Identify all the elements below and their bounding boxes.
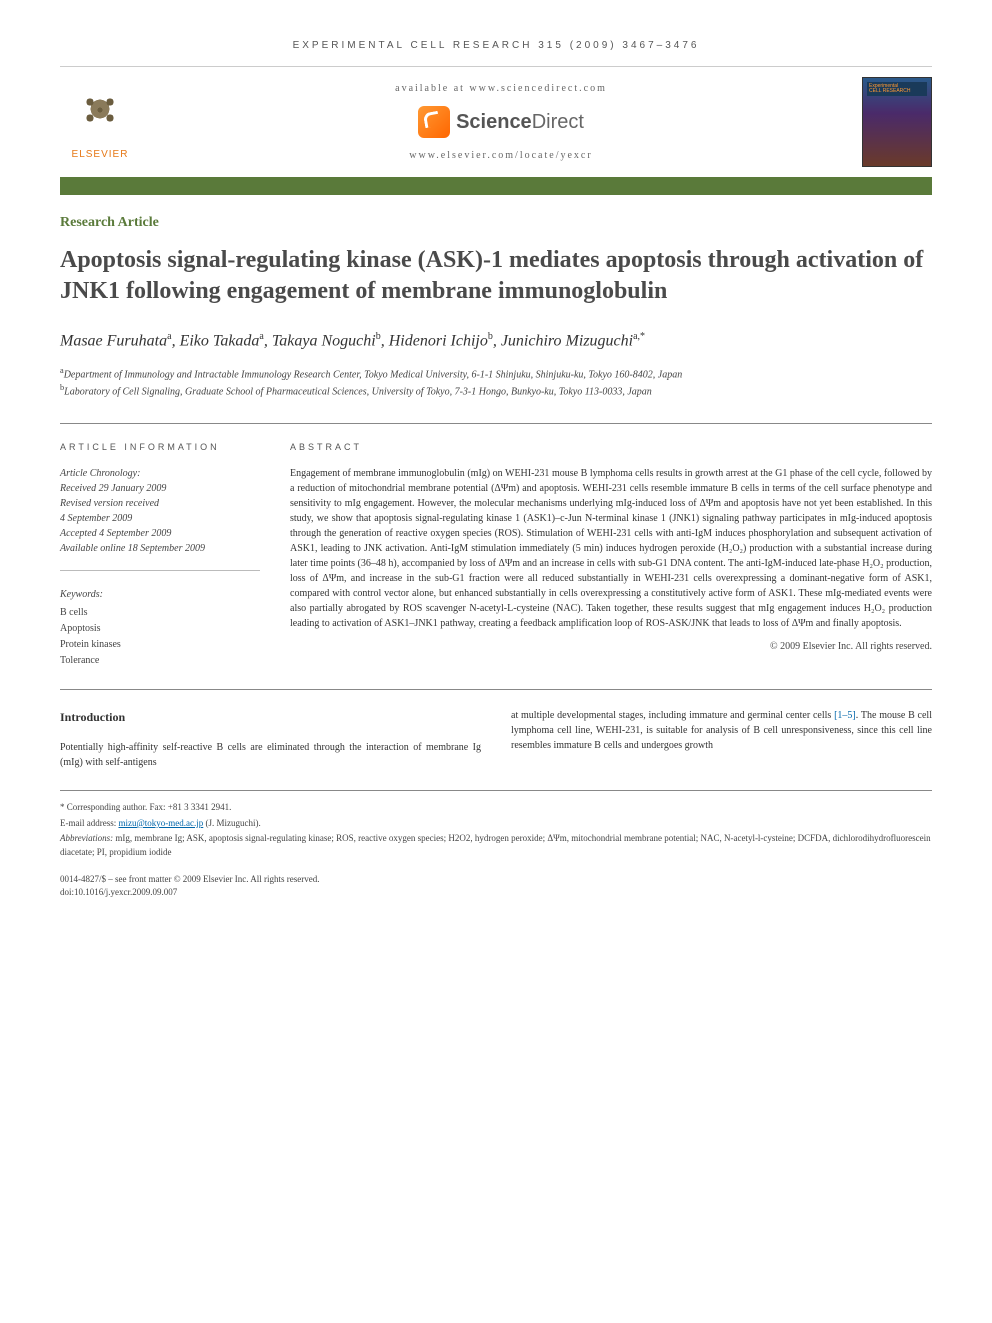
sciencedirect-logo[interactable]: ScienceDirect <box>140 106 862 138</box>
chronology-line: Accepted 4 September 2009 <box>60 528 171 539</box>
abstract-text: Engagement of membrane immunoglobulin (m… <box>290 466 932 631</box>
cover-title: ExperimentalCELL RESEARCH <box>869 84 911 94</box>
intro-column-left: Introduction Potentially high-affinity s… <box>60 708 481 770</box>
accent-bar <box>60 177 932 195</box>
email-link[interactable]: mizu@tokyo-med.ac.jp <box>118 818 203 828</box>
corresponding-author: * Corresponding author. Fax: +81 3 3341 … <box>60 801 932 815</box>
chronology-line: Revised version received <box>60 498 159 509</box>
intro-paragraph: Potentially high-affinity self-reactive … <box>60 740 481 770</box>
available-at-text: available at www.sciencedirect.com <box>140 83 862 94</box>
publication-info: 0014-4827/$ – see front matter © 2009 El… <box>60 873 932 898</box>
article-info-column: ARTICLE INFORMATION Article Chronology: … <box>60 442 260 669</box>
chronology-line: Available online 18 September 2009 <box>60 543 205 554</box>
abbreviations-line: Abbreviations: mIg, membrane Ig; ASK, ap… <box>60 832 932 859</box>
keyword: Protein kinases <box>60 639 121 650</box>
journal-url[interactable]: www.elsevier.com/locate/yexcr <box>140 150 862 161</box>
keyword: Apoptosis <box>60 623 101 634</box>
email-label: E-mail address: <box>60 818 118 828</box>
elsevier-tree-icon <box>70 85 130 145</box>
article-type: Research Article <box>60 215 932 231</box>
reference-link[interactable]: [1–5] <box>834 710 856 721</box>
journal-citation: EXPERIMENTAL CELL RESEARCH 315 (2009) 34… <box>60 40 932 51</box>
keyword: Tolerance <box>60 655 99 666</box>
keyword: B cells <box>60 607 88 618</box>
intro-column-right: at multiple developmental stages, includ… <box>511 708 932 770</box>
journal-cover-thumb[interactable]: ExperimentalCELL RESEARCH <box>862 77 932 167</box>
doi-line: doi:10.1016/j.yexcr.2009.09.007 <box>60 886 932 899</box>
abbrev-label: Abbreviations: <box>60 833 115 843</box>
article-title: Apoptosis signal-regulating kinase (ASK)… <box>60 245 932 307</box>
chronology-line: 4 September 2009 <box>60 513 132 524</box>
email-line: E-mail address: mizu@tokyo-med.ac.jp (J.… <box>60 817 932 831</box>
sciencedirect-block: available at www.sciencedirect.com Scien… <box>140 83 862 161</box>
intro-paragraph: at multiple developmental stages, includ… <box>511 708 932 753</box>
elsevier-label: ELSEVIER <box>72 149 129 160</box>
abstract-column: ABSTRACT Engagement of membrane immunogl… <box>290 442 932 669</box>
abstract-heading: ABSTRACT <box>290 442 932 452</box>
sciencedirect-icon <box>418 106 450 138</box>
footnotes: * Corresponding author. Fax: +81 3 3341 … <box>60 790 932 859</box>
chronology-line: Received 29 January 2009 <box>60 483 166 494</box>
author-list: Masae Furuhataa, Eiko Takadaa, Takaya No… <box>60 331 932 350</box>
keywords-label: Keywords: <box>60 587 260 603</box>
intro-text: at multiple developmental stages, includ… <box>511 710 834 721</box>
chronology-label: Article Chronology: <box>60 466 260 481</box>
abbrev-text: mIg, membrane Ig; ASK, apoptosis signal-… <box>60 833 931 857</box>
sciencedirect-text: ScienceDirect <box>456 111 584 134</box>
introduction-heading: Introduction <box>60 708 481 726</box>
elsevier-logo[interactable]: ELSEVIER <box>60 77 140 167</box>
affiliations: aDepartment of Immunology and Intractabl… <box>60 365 932 400</box>
chronology-block: Article Chronology: Received 29 January … <box>60 466 260 571</box>
issn-line: 0014-4827/$ – see front matter © 2009 El… <box>60 873 932 886</box>
article-info-heading: ARTICLE INFORMATION <box>60 442 260 452</box>
publisher-header: ELSEVIER available at www.sciencedirect.… <box>60 66 932 177</box>
info-abstract-row: ARTICLE INFORMATION Article Chronology: … <box>60 423 932 669</box>
introduction-section: Introduction Potentially high-affinity s… <box>60 689 932 770</box>
email-person: (J. Mizuguchi). <box>203 818 261 828</box>
abstract-copyright: © 2009 Elsevier Inc. All rights reserved… <box>290 641 932 652</box>
keywords-block: Keywords: B cells Apoptosis Protein kina… <box>60 587 260 669</box>
